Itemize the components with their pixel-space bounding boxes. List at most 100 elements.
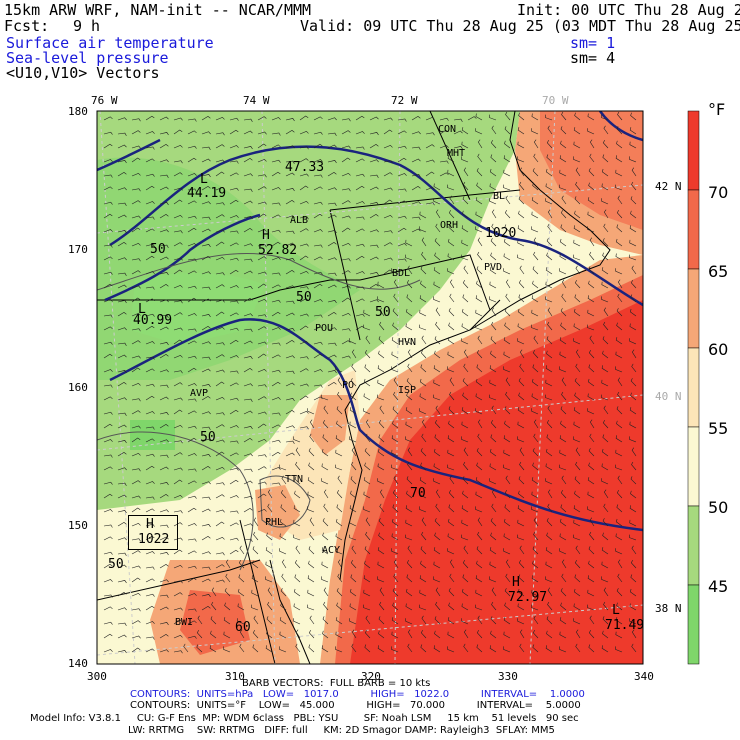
colorbar-label-70: 70 (708, 183, 729, 202)
wind-barb (419, 309, 427, 317)
wind-barb (187, 270, 197, 275)
wind-barb (377, 281, 385, 289)
wind-barb (519, 363, 525, 373)
wind-barb (321, 547, 329, 555)
wind-barb (477, 237, 483, 247)
wind-barb (103, 439, 113, 443)
wind-barb (131, 608, 141, 612)
wind-barb (313, 116, 323, 121)
wind-barb (504, 322, 511, 331)
wind-barb (173, 160, 183, 164)
wind-barb (545, 645, 553, 653)
wind-barb (215, 451, 225, 457)
wind-barb (505, 559, 511, 569)
wind-barb (420, 266, 427, 275)
wind-barb (131, 172, 141, 177)
wind-barb (271, 159, 281, 163)
wind-barb (393, 377, 399, 387)
wind-barb (117, 494, 127, 499)
wind-barb (117, 342, 127, 346)
wind-barb (159, 622, 169, 626)
wind-barb (243, 340, 253, 345)
wind-barb (215, 354, 225, 359)
wind-barb (547, 209, 553, 219)
wind-barb (117, 230, 127, 234)
wind-barb (377, 561, 385, 569)
wind-barb (434, 419, 441, 429)
wind-barb (145, 426, 155, 430)
wind-barb (271, 132, 281, 136)
wind-barb (425, 144, 435, 149)
wind-barb (532, 168, 539, 177)
wind-barb (503, 184, 511, 191)
wind-barb (434, 532, 441, 541)
wind-barb (337, 559, 343, 569)
wind-barb (243, 188, 253, 192)
wind-barb (434, 238, 441, 247)
wind-barb (201, 396, 211, 401)
wind-barb (187, 453, 197, 457)
colorbar-label-50: 50 (708, 498, 729, 517)
y-tick-180: 180 (68, 105, 88, 118)
wind-barb (574, 574, 581, 583)
low-value-1: 44.19 (187, 186, 227, 201)
wind-barb (327, 382, 337, 387)
wind-barb (545, 183, 553, 191)
wind-barb (391, 617, 399, 625)
wind-barb (561, 559, 567, 569)
wind-barb (433, 281, 441, 289)
wind-barb (131, 620, 141, 625)
wind-barb (489, 168, 497, 177)
wind-barb (336, 489, 343, 499)
wind-barb (475, 575, 483, 583)
wind-barb (490, 616, 497, 625)
wind-barb (159, 284, 169, 289)
wind-barb (243, 146, 253, 150)
wind-barb (131, 145, 141, 149)
wind-barb (447, 238, 455, 247)
wind-barb (531, 477, 539, 485)
wind-barb (407, 363, 413, 373)
wind-barb (560, 308, 567, 317)
wind-barb (505, 195, 511, 205)
wind-barb (561, 475, 567, 485)
wind-barb (449, 195, 455, 205)
wind-barb (271, 467, 281, 471)
station-hvn: HVN (398, 337, 417, 348)
wind-barb (397, 200, 407, 205)
wind-barb (131, 227, 141, 233)
colorbar-label-60: 60 (708, 340, 729, 359)
wind-barb (173, 339, 183, 345)
wind-barb (243, 243, 253, 247)
wind-barb (615, 366, 623, 373)
wind-barb (476, 182, 483, 191)
wind-barb (267, 489, 273, 499)
wind-barb (419, 211, 427, 219)
wind-barb (411, 228, 421, 233)
wind-barb (103, 186, 113, 191)
wind-barb (463, 643, 469, 653)
wind-barb (187, 367, 197, 373)
wind-barb (559, 435, 567, 443)
wind-barb (447, 646, 455, 653)
wind-barb (392, 322, 399, 331)
wind-barb (545, 463, 553, 471)
wind-barb (145, 636, 155, 640)
station-ttn: TTN (285, 474, 304, 485)
wind-barb (271, 299, 281, 303)
wind-barb (229, 327, 239, 331)
wind-barb (257, 283, 267, 289)
wind-barb (322, 518, 329, 527)
wind-barb (159, 634, 169, 639)
wind-barb (503, 253, 511, 261)
wind-barb (505, 111, 511, 121)
wind-barb (489, 183, 497, 191)
wind-barb (201, 286, 211, 290)
wind-barb (439, 145, 449, 149)
wind-barb (531, 295, 539, 303)
wind-barb (327, 370, 337, 374)
wind-barb (489, 379, 497, 387)
wind-barb (461, 141, 469, 149)
wind-barb (159, 396, 169, 401)
wind-barb (279, 548, 287, 555)
